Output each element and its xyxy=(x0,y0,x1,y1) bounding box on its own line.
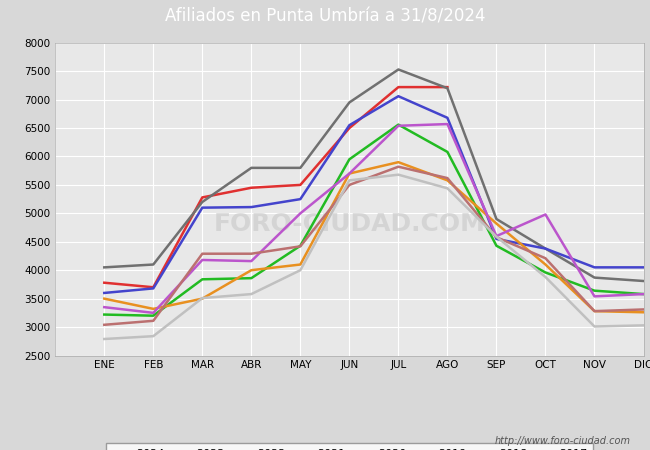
Text: FORO-CIUDAD.COM: FORO-CIUDAD.COM xyxy=(213,212,486,236)
Text: Afiliados en Punta Umbría a 31/8/2024: Afiliados en Punta Umbría a 31/8/2024 xyxy=(164,8,486,26)
Legend: 2024, 2023, 2022, 2021, 2020, 2019, 2018, 2017: 2024, 2023, 2022, 2021, 2020, 2019, 2018… xyxy=(106,443,593,450)
Text: http://www.foro-ciudad.com: http://www.foro-ciudad.com xyxy=(495,436,630,446)
